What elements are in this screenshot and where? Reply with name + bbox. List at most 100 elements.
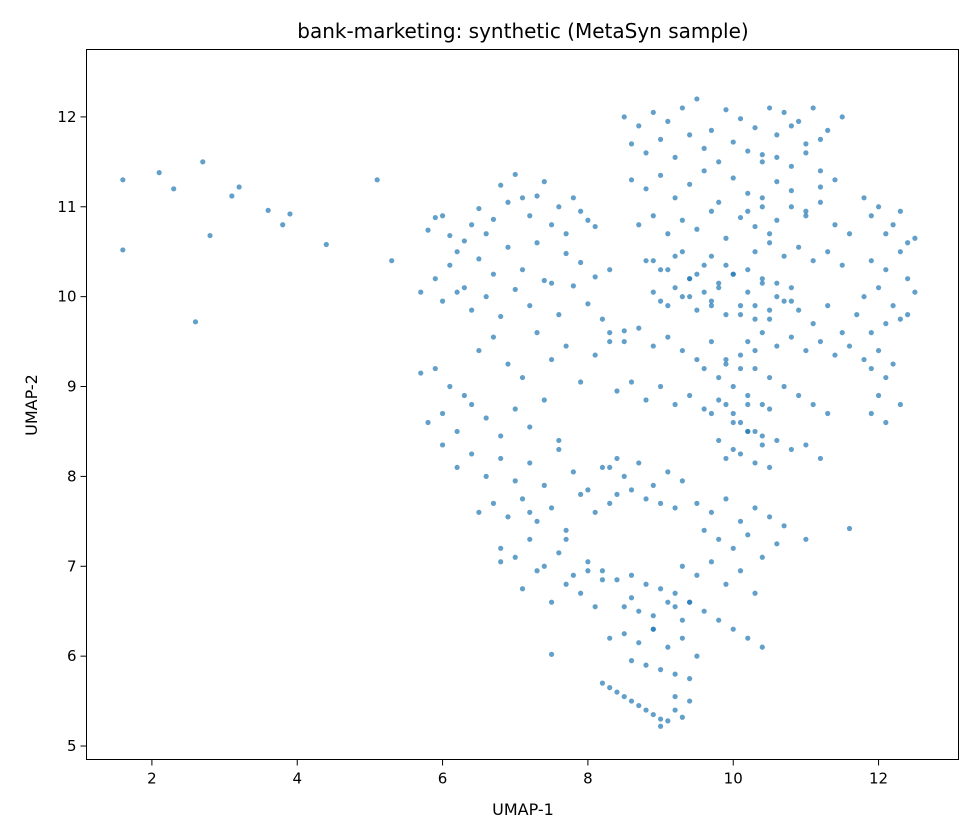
data-point xyxy=(766,406,773,412)
data-point xyxy=(665,718,671,724)
data-point xyxy=(672,253,678,259)
data-point xyxy=(570,572,576,578)
data-point xyxy=(694,271,700,277)
points-layer xyxy=(120,96,918,729)
data-point xyxy=(672,707,678,713)
data-point xyxy=(650,343,656,349)
data-point xyxy=(498,313,504,320)
data-point xyxy=(614,577,620,583)
data-point xyxy=(519,374,526,381)
data-point xyxy=(657,723,664,729)
data-point xyxy=(541,482,547,488)
data-point xyxy=(650,109,656,116)
data-point xyxy=(745,208,751,214)
data-point xyxy=(737,568,744,574)
data-point xyxy=(745,392,751,399)
data-point xyxy=(817,136,824,142)
data-point xyxy=(665,599,671,605)
data-point xyxy=(861,356,867,363)
data-point xyxy=(752,460,758,466)
data-point xyxy=(817,184,824,190)
data-point xyxy=(578,379,584,385)
data-point xyxy=(527,213,533,219)
data-point xyxy=(774,541,780,547)
data-point xyxy=(643,258,649,264)
data-point xyxy=(447,232,453,239)
data-point xyxy=(534,330,540,336)
data-point xyxy=(897,208,903,214)
data-point xyxy=(905,240,911,246)
y-axis: 5 6 7 8 9 10 11 12 xyxy=(57,108,87,755)
data-point xyxy=(469,307,475,313)
data-point xyxy=(643,397,649,403)
data-point xyxy=(759,276,765,282)
data-point xyxy=(585,559,591,565)
data-point xyxy=(643,662,649,668)
data-point xyxy=(868,365,874,372)
data-point xyxy=(875,204,882,210)
data-point xyxy=(745,190,751,196)
data-point xyxy=(650,613,656,619)
data-point xyxy=(229,193,235,199)
data-point xyxy=(454,249,460,255)
data-point xyxy=(636,325,642,331)
data-point xyxy=(628,379,635,385)
data-point xyxy=(810,105,816,111)
data-point xyxy=(687,676,693,682)
data-point xyxy=(737,365,744,372)
data-point xyxy=(890,303,896,309)
data-point xyxy=(505,244,511,250)
data-point xyxy=(846,231,853,237)
data-point xyxy=(694,572,700,578)
data-point xyxy=(723,262,729,268)
data-point xyxy=(788,285,794,291)
data-point xyxy=(883,321,889,327)
data-point xyxy=(774,280,780,286)
data-point xyxy=(483,294,489,300)
data-point xyxy=(752,505,758,511)
data-point xyxy=(708,303,715,309)
data-point xyxy=(534,240,540,246)
data-point xyxy=(687,294,693,300)
data-point xyxy=(534,193,540,199)
data-point xyxy=(774,437,780,444)
data-point xyxy=(621,604,627,610)
data-point xyxy=(614,388,620,394)
data-point xyxy=(563,250,569,257)
data-point xyxy=(563,527,569,533)
data-point xyxy=(519,586,526,592)
data-point xyxy=(490,334,497,340)
data-point xyxy=(716,437,722,444)
x-axis: 2 4 6 8 10 12 xyxy=(147,759,888,788)
data-point xyxy=(439,442,446,448)
data-point xyxy=(498,559,504,565)
data-point xyxy=(454,428,460,435)
data-point xyxy=(636,123,642,129)
data-point xyxy=(788,204,794,210)
data-point xyxy=(599,316,606,322)
data-point xyxy=(701,406,707,412)
data-point xyxy=(723,455,729,462)
data-point xyxy=(265,207,271,213)
data-point xyxy=(628,658,635,664)
data-point xyxy=(766,464,773,471)
data-point xyxy=(788,334,794,340)
data-point xyxy=(461,238,467,244)
data-point xyxy=(745,289,751,295)
data-point xyxy=(476,256,482,262)
data-point xyxy=(730,446,736,453)
data-point xyxy=(454,464,460,471)
data-point xyxy=(766,374,773,381)
data-point xyxy=(556,312,562,318)
data-point xyxy=(810,258,816,264)
data-point xyxy=(628,572,635,578)
data-point xyxy=(737,518,744,524)
data-point xyxy=(730,410,736,417)
plot-frame xyxy=(86,49,959,760)
data-point xyxy=(512,286,518,293)
data-point xyxy=(483,415,489,421)
data-point xyxy=(745,635,751,641)
data-point xyxy=(745,428,751,435)
data-point xyxy=(636,640,642,646)
data-point xyxy=(679,635,685,641)
